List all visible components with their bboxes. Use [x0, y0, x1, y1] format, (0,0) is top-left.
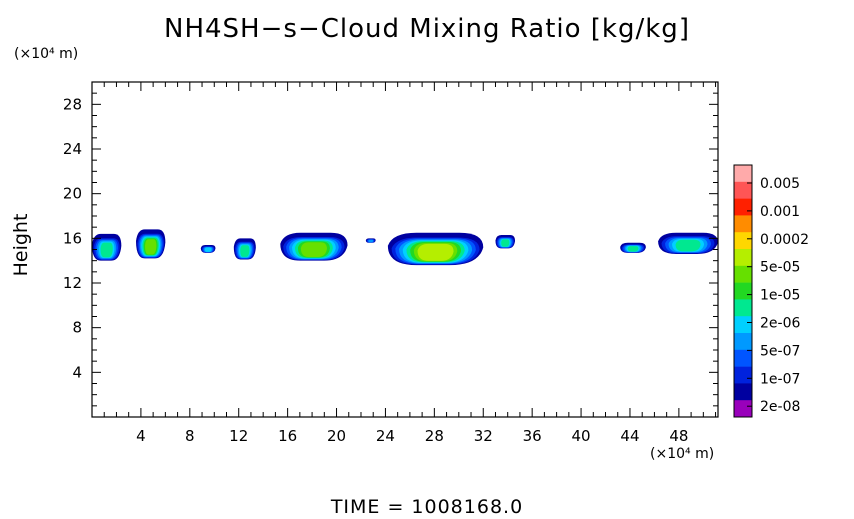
cloud-layer	[675, 239, 701, 252]
x-tick-label: 44	[620, 427, 639, 445]
y-tick-label: 28	[63, 95, 82, 113]
colorbar-swatch	[734, 366, 752, 384]
colorbar-label: 5e-05	[760, 260, 800, 276]
colorbar-swatch	[734, 299, 752, 317]
cloud-patch	[658, 232, 718, 254]
chart-title: NH4SH−s−Cloud Mixing Ratio [kg/kg]	[164, 14, 690, 44]
cloud-layer	[300, 242, 327, 258]
y-tick-label: 20	[63, 185, 82, 203]
x-tick-label: 36	[523, 427, 542, 445]
x-tick-label: 28	[425, 427, 444, 445]
y-axis-unit: (×10⁴ m)	[14, 46, 79, 62]
colorbar-swatch	[734, 316, 752, 334]
colorbar-label: 1e-07	[760, 371, 800, 387]
colorbar-label: 0.001	[760, 204, 800, 220]
y-tick-label: 4	[72, 363, 82, 381]
cloud-layer	[368, 239, 374, 243]
y-tick-label: 16	[63, 229, 82, 247]
colorbar-frame	[733, 164, 753, 418]
colorbar-swatch	[734, 232, 752, 250]
cloud-layer	[204, 247, 212, 252]
colorbar-swatch	[734, 265, 752, 283]
colorbar-swatch	[734, 215, 752, 233]
cloud-patch	[233, 238, 256, 260]
colorbar-swatch	[734, 333, 752, 351]
colorbar-label: 0.005	[760, 176, 800, 192]
cloud-layer	[100, 242, 113, 258]
cloud-patch	[495, 234, 516, 249]
colorbar-swatch	[734, 282, 752, 300]
x-tick-label: 24	[376, 427, 395, 445]
x-tick-label: 32	[474, 427, 493, 445]
colorbar-label: 5e-07	[760, 343, 800, 359]
x-axis-unit: (×10⁴ m)	[650, 446, 715, 462]
cloud-patch	[200, 245, 216, 253]
cloud-layer	[501, 239, 510, 247]
x-tick-label: 4	[136, 427, 146, 445]
x-tick-label: 12	[229, 427, 248, 445]
colorbar-label: 1e-05	[760, 288, 800, 304]
colorbar-label: 2e-06	[760, 316, 800, 332]
colorbar-swatch	[734, 349, 752, 367]
colorbar: 0.005 0.001 0.0002 5e-05 1e-05 2e-06 5e-07 1e-0…	[733, 164, 809, 418]
cloud-patch	[620, 242, 646, 253]
x-tick-label: 16	[278, 427, 297, 445]
colorbar-swatch	[734, 165, 752, 183]
cloud-patch	[387, 232, 484, 266]
cloud-patch	[136, 229, 166, 259]
cloud-layer	[417, 243, 454, 261]
cloud-patch	[365, 238, 376, 243]
cloud-patch	[92, 233, 122, 261]
colorbar-swatch	[734, 198, 752, 216]
colorbar-swatch	[734, 181, 752, 199]
y-tick-label: 8	[72, 319, 82, 337]
cloud-layer	[145, 239, 157, 255]
y-tick-label: 24	[63, 140, 82, 158]
cloud-patch	[280, 232, 348, 261]
colorbar-label: 0.0002	[760, 232, 809, 248]
colorbar-label: 2e-08	[760, 399, 800, 415]
colorbar-swatch	[734, 249, 752, 267]
x-tick-label: 8	[185, 427, 195, 445]
cloud-field	[92, 229, 718, 266]
time-footer: TIME = 1008168.0	[330, 496, 524, 518]
y-tick-label: 12	[63, 274, 82, 292]
x-tick-label: 48	[669, 427, 688, 445]
cloud-layer	[240, 245, 250, 257]
cloud-layer	[627, 246, 639, 252]
x-tick-label: 20	[327, 427, 346, 445]
colorbar-swatch	[734, 383, 752, 401]
colorbar-swatch	[734, 400, 752, 418]
x-tick-label: 40	[572, 427, 591, 445]
